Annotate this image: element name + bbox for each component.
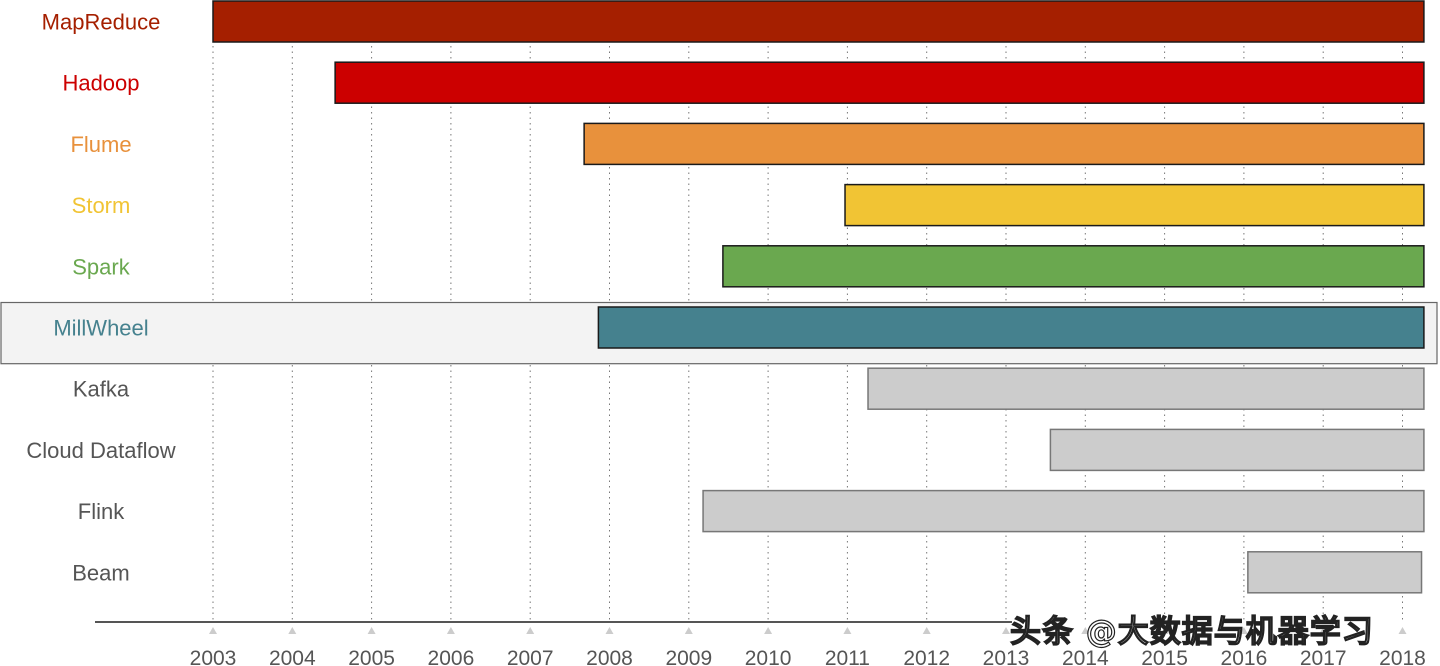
row-label-mapreduce: MapReduce [42,10,161,35]
x-axis: 2003 2004 2005 2006 2007 2008 2009 2010 2011 2012… [95,621,1426,666]
tick-label-2016: 2016 [1221,647,1268,666]
bar-storm [844,183,1425,227]
tick-marker-2017 [1319,627,1328,634]
row-label-millwheel: MillWheel [53,316,148,341]
bars [212,0,1425,594]
tick-label-2014: 2014 [1062,647,1109,666]
bar-spark [722,245,1425,288]
row-label-beam: Beam [72,560,129,585]
tick-label-2006: 2006 [428,647,475,666]
row-label-storm: Storm [72,193,131,218]
tick-marker-2012 [922,627,931,634]
tick-marker-2011 [843,627,852,634]
tick-label-2018: 2018 [1379,647,1426,666]
tick-label-2013: 2013 [983,647,1030,666]
tick-label-2008: 2008 [586,647,633,666]
tick-marker-2006 [446,627,455,634]
bar-flume [583,122,1425,166]
tick-label-2007: 2007 [507,647,554,666]
tick-marker-2004 [288,627,297,634]
tick-marker-2013 [1002,627,1010,634]
bar-flink [702,489,1425,533]
tick-marker-2016 [1239,627,1248,634]
tick-marker-2018 [1398,627,1407,634]
tick-label-2011: 2011 [825,647,870,666]
bar-mapreduce [212,0,1425,43]
row-label-spark: Spark [72,254,130,279]
tick-label-2009: 2009 [665,647,712,666]
tick-label-2005: 2005 [348,647,395,666]
tick-label-2003: 2003 [190,647,237,666]
bar-kafka [867,367,1425,410]
tick-label-2004: 2004 [269,647,316,666]
row-label-kafka: Kafka [73,377,130,402]
bar-beam [1247,551,1423,594]
tick-label-2015: 2015 [1141,647,1188,666]
tick-marker-2009 [684,627,693,634]
tick-marker-2003 [209,627,217,634]
row-labels: MapReduce Hadoop Flume Storm Spark MillWheel K… [26,10,175,586]
row-label-flink: Flink [78,499,125,524]
tick-label-2017: 2017 [1300,647,1347,666]
tick-marker-2015 [1160,627,1169,634]
bar-cloud-dataflow [1049,428,1425,472]
tick-label-2012: 2012 [903,647,950,666]
bar-hadoop [334,61,1425,104]
row-label-cloud-dataflow: Cloud Dataflow [26,438,175,463]
tick-marker-2005 [367,627,376,634]
watermark: 头条 @大数据与机器学习 [1009,613,1374,650]
tick-marker-2007 [526,627,535,634]
tick-marker-2008 [605,627,614,634]
bar-millwheel [597,306,1425,349]
row-label-hadoop: Hadoop [62,71,139,96]
tick-label-2010: 2010 [745,647,792,666]
tick-marker-2014 [1081,627,1090,634]
tick-marker-2010 [764,627,773,634]
row-label-flume: Flume [70,132,131,157]
